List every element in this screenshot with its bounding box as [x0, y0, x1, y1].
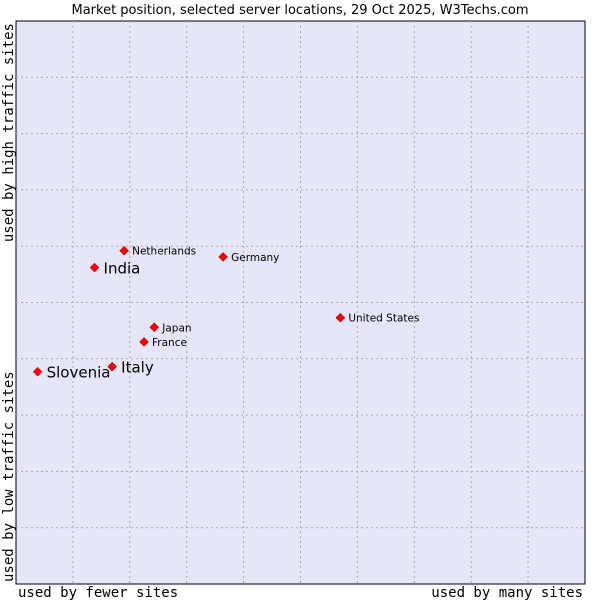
point-slovenia [32, 366, 43, 377]
point-france [139, 337, 149, 347]
y-axis-label-top: used by high traffic sites [1, 23, 17, 242]
point-india [89, 262, 100, 273]
grid-lines [16, 21, 585, 584]
y-axis-label-bottom: used by low traffic sites [1, 371, 17, 582]
label-france: France [152, 337, 187, 349]
point-italy [107, 361, 118, 372]
data-points: Netherlands India Germany United States Japa… [32, 245, 419, 382]
label-germany: Germany [231, 252, 279, 264]
label-italy: Italy [121, 359, 154, 377]
label-japan: Japan [161, 322, 191, 334]
point-netherlands [119, 245, 129, 256]
chart-title: Market position, selected server locatio… [71, 3, 528, 18]
label-slovenia: Slovenia [47, 364, 111, 382]
x-axis-label-right: used by many sites [431, 585, 583, 600]
x-axis-label-left: used by fewer sites [18, 585, 178, 600]
point-united-states [335, 312, 346, 323]
label-united-states: United States [348, 313, 419, 325]
label-india: India [104, 260, 141, 278]
point-germany [218, 252, 228, 262]
point-japan [149, 322, 160, 333]
label-netherlands: Netherlands [132, 246, 196, 258]
